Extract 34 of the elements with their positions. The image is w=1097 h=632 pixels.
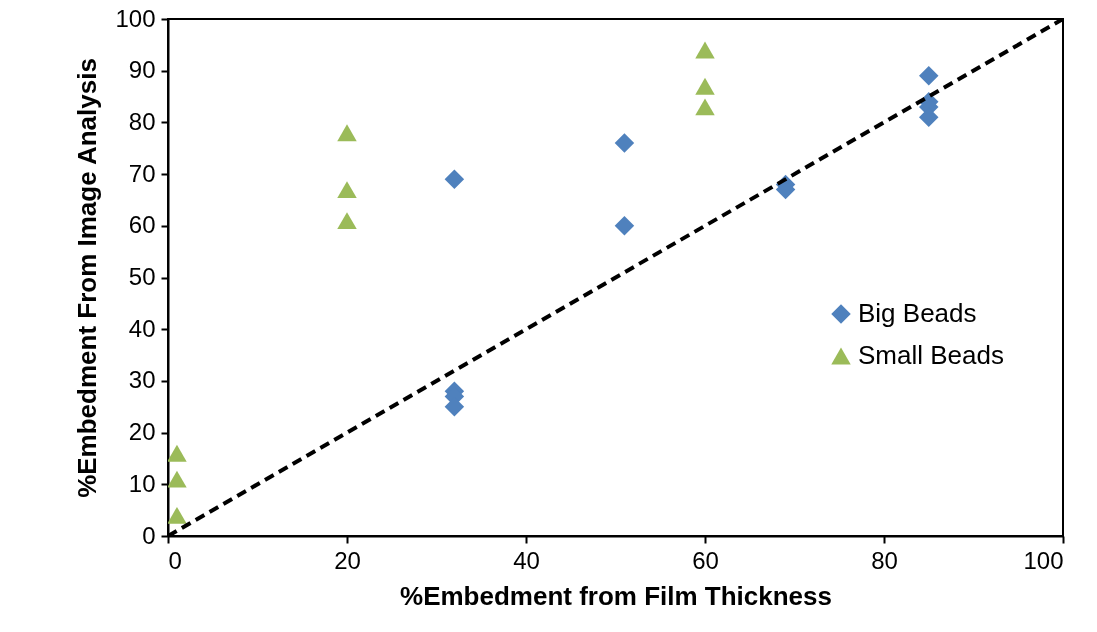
x-tick-label: 20 <box>334 546 361 574</box>
y-tick-label: 0 <box>142 521 156 549</box>
y-tick-label: 60 <box>128 211 156 239</box>
point <box>337 181 357 199</box>
y-tick-label: 80 <box>128 107 156 135</box>
point <box>614 216 635 236</box>
x-axis-title: %Embedment from Film Thickness <box>400 580 832 611</box>
legend-label: Small Beads <box>858 340 1004 370</box>
y-tick-label: 100 <box>115 4 156 32</box>
point <box>168 506 187 524</box>
point <box>337 212 357 230</box>
point <box>444 169 465 190</box>
y-tick-label: 50 <box>128 263 156 290</box>
point <box>695 77 715 95</box>
x-tick-label: 100 <box>1023 546 1064 574</box>
legend-label: Big Beads <box>858 298 977 328</box>
y-tick-label: 70 <box>128 159 156 187</box>
y-tick-label: 10 <box>128 469 156 497</box>
point <box>695 98 715 116</box>
y-tick-label: 30 <box>128 366 156 394</box>
y-tick-label: 40 <box>128 314 156 342</box>
point <box>614 133 635 153</box>
y-axis-title: %Embedment From Image Analysis <box>72 58 103 498</box>
x-tick-label: 60 <box>692 546 719 574</box>
y-tick-label: 20 <box>128 418 156 446</box>
x-tick-label: 80 <box>871 546 898 574</box>
point <box>337 124 357 142</box>
point <box>919 66 939 86</box>
y-tick-label: 90 <box>128 56 156 84</box>
x-tick-label: 0 <box>168 546 182 574</box>
x-tick-label: 40 <box>513 546 540 574</box>
point <box>695 41 715 59</box>
point <box>168 444 187 462</box>
point <box>168 470 187 488</box>
